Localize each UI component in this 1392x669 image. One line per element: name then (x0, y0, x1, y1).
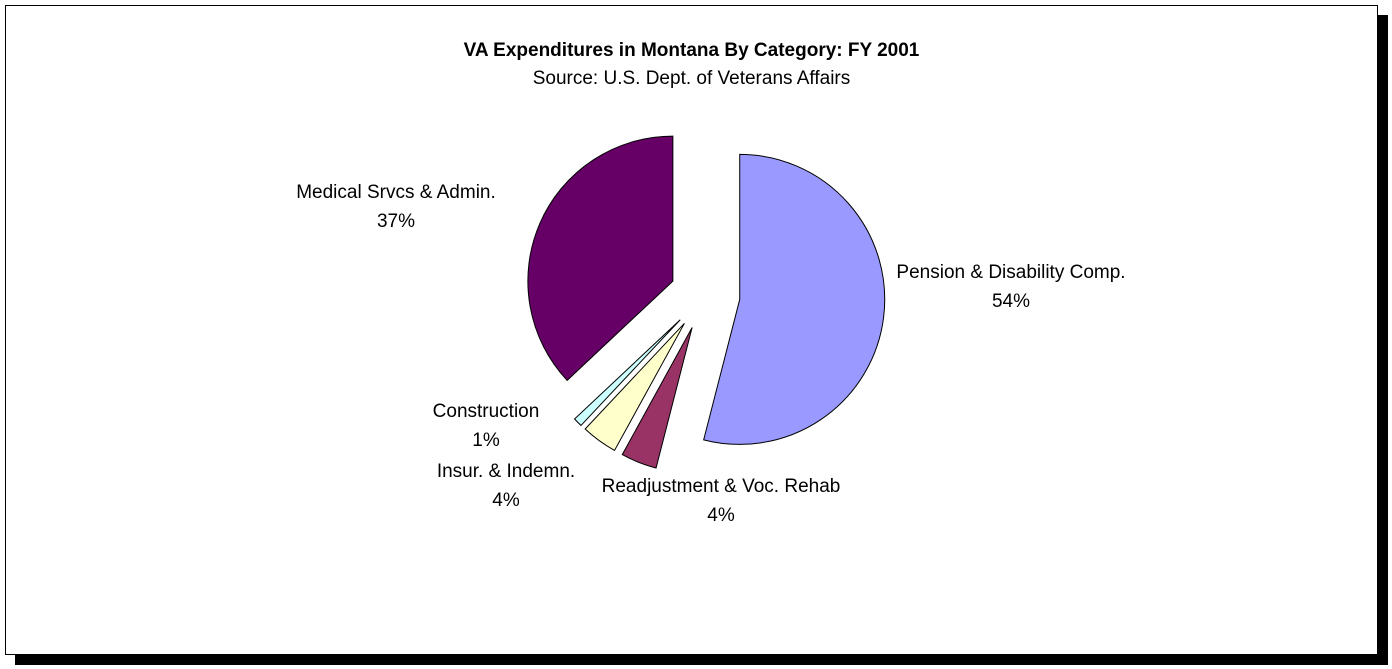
pie-slice (527, 135, 674, 382)
value-label: 37% (376, 211, 416, 232)
pie-slice (584, 322, 685, 452)
pie-slice (621, 327, 693, 469)
value-label: 1% (472, 430, 500, 451)
value-label: 4% (707, 505, 735, 526)
category-label: Pension & Disability Comp. (896, 262, 1126, 283)
chart-title: VA Expenditures in Montana By Category: … (463, 40, 920, 61)
slice-label: Insur. & Indemn. 4% (406, 457, 606, 515)
pie-slice (703, 153, 886, 445)
slice-label: Pension & Disability Comp. 54% (886, 258, 1136, 316)
slice-label: Construction 1% (406, 397, 566, 455)
category-label: Construction (432, 401, 540, 422)
value-label: 4% (492, 490, 520, 511)
category-label: Medical Srvcs & Admin. (296, 182, 496, 203)
value-label: 54% (991, 291, 1031, 312)
pie-slice (573, 319, 681, 427)
slice-label: Readjustment & Voc. Rehab 4% (581, 472, 861, 530)
category-label: Readjustment & Voc. Rehab (601, 476, 841, 497)
chart-subtitle: Source: U.S. Dept. of Veterans Affairs (532, 68, 851, 89)
slice-label: Medical Srvcs & Admin. 37% (256, 178, 536, 236)
chart: VA Expenditures in Montana By Category: … (5, 5, 1378, 655)
category-label: Insur. & Indemn. (436, 461, 576, 482)
plot (527, 135, 886, 469)
